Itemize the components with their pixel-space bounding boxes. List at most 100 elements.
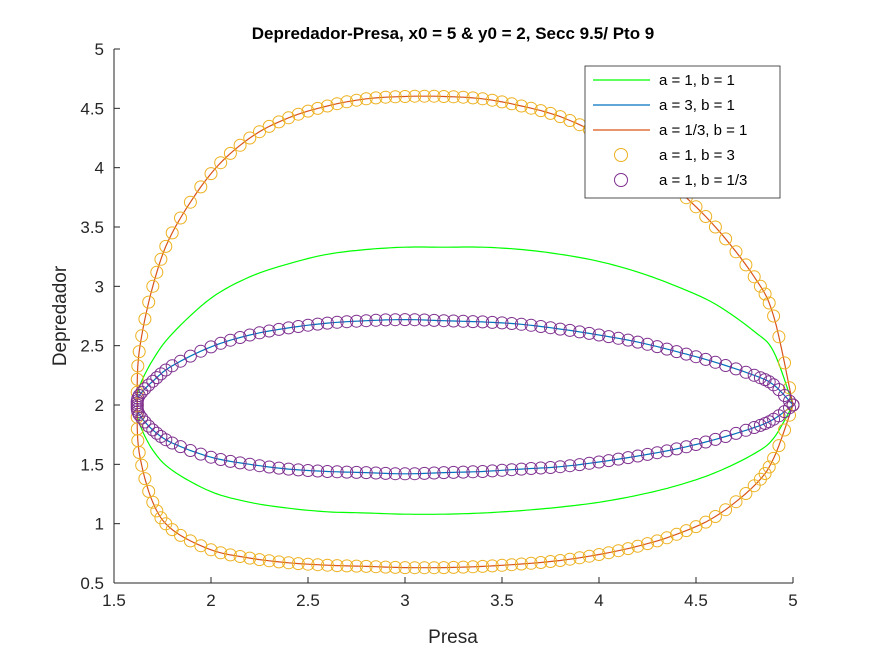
series-marker-3 xyxy=(214,546,228,560)
series-marker-4 xyxy=(592,328,606,342)
series-marker-3 xyxy=(291,107,305,121)
series-marker-3 xyxy=(650,534,664,548)
series-marker-3 xyxy=(320,558,334,572)
series-marker-4 xyxy=(379,313,393,327)
series-marker-3 xyxy=(330,97,344,111)
series-marker-4 xyxy=(563,459,577,473)
series-marker-4 xyxy=(524,318,538,332)
x-axis-label: Presa xyxy=(428,627,478,648)
series-marker-4 xyxy=(214,336,228,350)
series-marker-3 xyxy=(729,245,743,259)
series-marker-4 xyxy=(427,466,441,480)
series-marker-4 xyxy=(670,345,684,359)
series-marker-4 xyxy=(427,313,441,327)
series-marker-3 xyxy=(563,114,577,127)
series-marker-4 xyxy=(544,321,557,335)
series-marker-3 xyxy=(602,546,616,560)
series-marker-3 xyxy=(388,90,402,104)
series-marker-4 xyxy=(417,313,431,327)
series-marker-4 xyxy=(223,333,237,347)
x-tick-label: 2 xyxy=(206,591,215,610)
series-marker-3 xyxy=(159,239,173,253)
series-marker-4 xyxy=(135,411,149,425)
ticks-layer: 1.5 2 2.5 3 3.5 4 4.5 5 0.5 1 1.5 2 2.5 3 3.5 4 4.5 5 xyxy=(80,40,797,610)
series-marker-3 xyxy=(767,451,781,465)
series-marker-3 xyxy=(132,446,146,459)
series-marker-4 xyxy=(142,419,156,433)
series-marker-4 xyxy=(670,442,684,456)
series-marker-4 xyxy=(611,452,625,466)
series-marker-3 xyxy=(131,359,145,373)
series-marker-3 xyxy=(243,131,257,145)
series-marker-4 xyxy=(369,313,383,327)
series-marker-4 xyxy=(330,315,344,329)
series-marker-4 xyxy=(369,466,383,480)
series-marker-4 xyxy=(544,461,557,474)
legend-entry-label: a = 1, b = 3 xyxy=(659,147,735,164)
series-marker-4 xyxy=(437,314,451,328)
series-marker-4 xyxy=(165,359,179,373)
series-marker-4 xyxy=(719,430,733,443)
x-tick-label: 3.5 xyxy=(490,591,514,610)
series-marker-3 xyxy=(631,539,645,553)
series-marker-3 xyxy=(427,89,441,103)
series-marker-3 xyxy=(739,258,753,272)
y-tick-label: 0.5 xyxy=(80,574,104,593)
series-marker-4 xyxy=(456,465,470,479)
series-marker-4 xyxy=(154,367,168,381)
series-marker-4 xyxy=(582,456,596,470)
series-marker-3 xyxy=(641,537,654,551)
series-marker-4 xyxy=(778,405,791,419)
series-marker-3 xyxy=(544,555,557,568)
series-marker-4 xyxy=(146,423,160,437)
series-marker-4 xyxy=(573,458,587,472)
series-marker-4 xyxy=(272,461,286,475)
series-marker-3 xyxy=(592,548,606,561)
series-marker-3 xyxy=(447,90,460,104)
series-marker-4 xyxy=(262,324,276,338)
series-marker-3 xyxy=(758,467,772,480)
series-marker-3 xyxy=(505,558,519,572)
series-marker-3 xyxy=(174,528,187,542)
series-marker-3 xyxy=(146,279,160,293)
series-marker-3 xyxy=(563,552,577,566)
series-marker-4 xyxy=(485,464,499,478)
series-marker-4 xyxy=(243,457,257,471)
series-marker-3 xyxy=(135,329,149,343)
series-marker-3 xyxy=(130,372,144,386)
series-marker-3 xyxy=(447,560,460,574)
series-marker-3 xyxy=(466,91,480,105)
series-marker-4 xyxy=(214,453,228,466)
series-marker-4 xyxy=(514,317,528,331)
series-marker-4 xyxy=(563,323,577,337)
series-marker-3 xyxy=(437,90,451,103)
x-tick-label: 1.5 xyxy=(102,591,126,610)
series-marker-4 xyxy=(437,466,451,480)
series-marker-3 xyxy=(485,93,499,107)
series-marker-3 xyxy=(398,90,412,103)
series-marker-4 xyxy=(159,433,173,447)
series-marker-4 xyxy=(311,464,325,478)
series-marker-3 xyxy=(753,279,767,293)
series-marker-3 xyxy=(767,309,781,323)
series-marker-3 xyxy=(154,252,168,266)
series-marker-4 xyxy=(330,465,344,479)
series-marker-4 xyxy=(388,313,402,327)
series-marker-3 xyxy=(350,93,363,107)
series-marker-4 xyxy=(505,317,519,330)
series-marker-3 xyxy=(679,524,693,538)
series-marker-3 xyxy=(762,460,776,474)
series-marker-3 xyxy=(340,559,354,573)
series-marker-4 xyxy=(753,371,767,385)
series-marker-3 xyxy=(553,554,567,567)
series-layer xyxy=(130,89,800,575)
series-marker-3 xyxy=(660,531,674,545)
series-marker-4 xyxy=(631,335,645,349)
series-marker-3 xyxy=(379,560,393,574)
series-marker-3 xyxy=(708,220,722,234)
series-marker-4 xyxy=(408,313,422,327)
series-marker-4 xyxy=(495,463,509,477)
series-marker-4 xyxy=(708,355,722,369)
series-marker-4 xyxy=(679,347,693,361)
series-marker-4 xyxy=(359,466,373,480)
